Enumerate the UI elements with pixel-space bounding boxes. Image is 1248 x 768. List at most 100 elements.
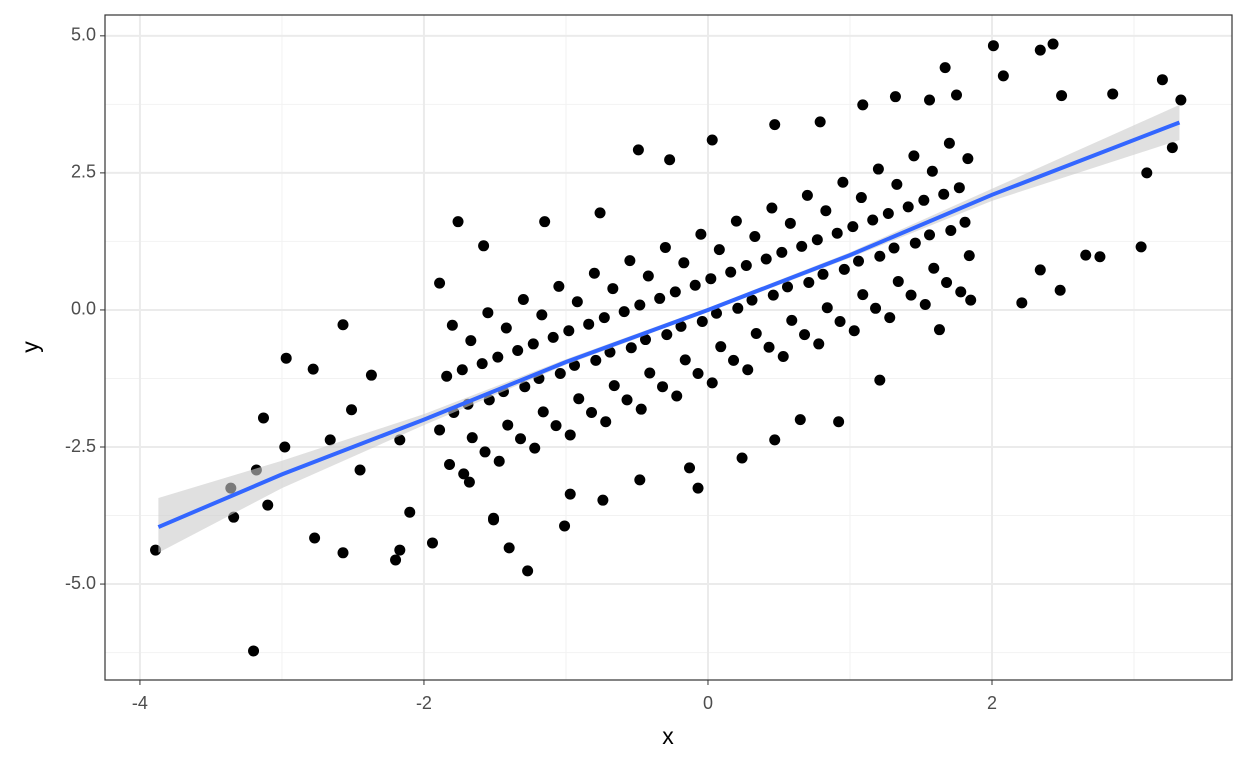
point [918, 194, 930, 206]
point [280, 352, 292, 364]
point [919, 298, 931, 310]
point [624, 255, 636, 267]
point [446, 319, 458, 331]
point [872, 163, 884, 175]
point [1107, 88, 1119, 100]
point [354, 464, 366, 476]
point [837, 176, 849, 188]
point [458, 468, 470, 480]
point [635, 403, 647, 415]
point [833, 416, 845, 428]
point [642, 270, 654, 282]
point [600, 416, 612, 428]
panel-border [104, 14, 1233, 681]
point [853, 255, 865, 267]
point [434, 277, 446, 289]
point [870, 302, 882, 314]
point [625, 342, 637, 354]
point [547, 331, 559, 343]
point [515, 433, 527, 445]
x-tick-label: -4 [132, 693, 148, 713]
point [831, 227, 843, 239]
point [1156, 74, 1168, 86]
point [909, 237, 921, 249]
point [941, 277, 953, 289]
point [867, 214, 879, 226]
point [945, 224, 957, 236]
point [324, 434, 336, 446]
point [309, 532, 321, 544]
point [784, 217, 796, 229]
point [1034, 44, 1046, 56]
point [426, 537, 438, 549]
point [874, 250, 886, 262]
point [661, 329, 673, 341]
point [476, 358, 488, 370]
point [441, 370, 453, 382]
point [150, 544, 162, 556]
point [434, 424, 446, 436]
point [634, 474, 646, 486]
point [563, 325, 575, 337]
point [882, 207, 894, 219]
x-tick-label: 0 [703, 693, 713, 713]
point [583, 318, 595, 330]
point [855, 192, 867, 204]
point [337, 319, 349, 331]
point [857, 289, 869, 301]
point [725, 266, 737, 278]
point [522, 565, 534, 577]
point [527, 338, 539, 350]
y-tick-label: 0.0 [71, 299, 96, 319]
point [553, 280, 565, 292]
point [1054, 284, 1066, 296]
point [766, 202, 778, 214]
point [728, 354, 740, 366]
point [488, 512, 500, 524]
point [796, 240, 808, 252]
point [695, 228, 707, 240]
point [618, 306, 630, 318]
point [820, 205, 832, 217]
point [689, 279, 701, 291]
point [749, 230, 761, 242]
point [706, 134, 718, 146]
point [746, 294, 758, 306]
point [953, 182, 965, 194]
point [803, 277, 815, 289]
panel-background [105, 15, 1232, 680]
point [884, 312, 896, 324]
point [1047, 38, 1059, 50]
point [607, 283, 619, 295]
point [598, 312, 610, 324]
point [939, 62, 951, 74]
point [692, 368, 704, 380]
point [924, 229, 936, 241]
x-axis-title: x [662, 723, 674, 749]
x-tick-label: -2 [416, 693, 432, 713]
point [924, 94, 936, 106]
point [782, 281, 794, 293]
point [550, 420, 562, 432]
point [502, 419, 514, 431]
point [1016, 297, 1028, 309]
point [834, 315, 846, 327]
point [346, 404, 358, 416]
point [926, 165, 938, 177]
point [644, 367, 656, 379]
point [671, 390, 683, 402]
point [813, 338, 825, 350]
point [262, 499, 274, 511]
point [586, 406, 598, 418]
point [965, 294, 977, 306]
point [730, 215, 742, 227]
point [512, 345, 524, 357]
point [659, 241, 671, 253]
point [456, 364, 468, 376]
point [554, 368, 566, 380]
point [608, 380, 620, 392]
point [769, 119, 781, 131]
point [678, 257, 690, 269]
point [573, 393, 585, 405]
